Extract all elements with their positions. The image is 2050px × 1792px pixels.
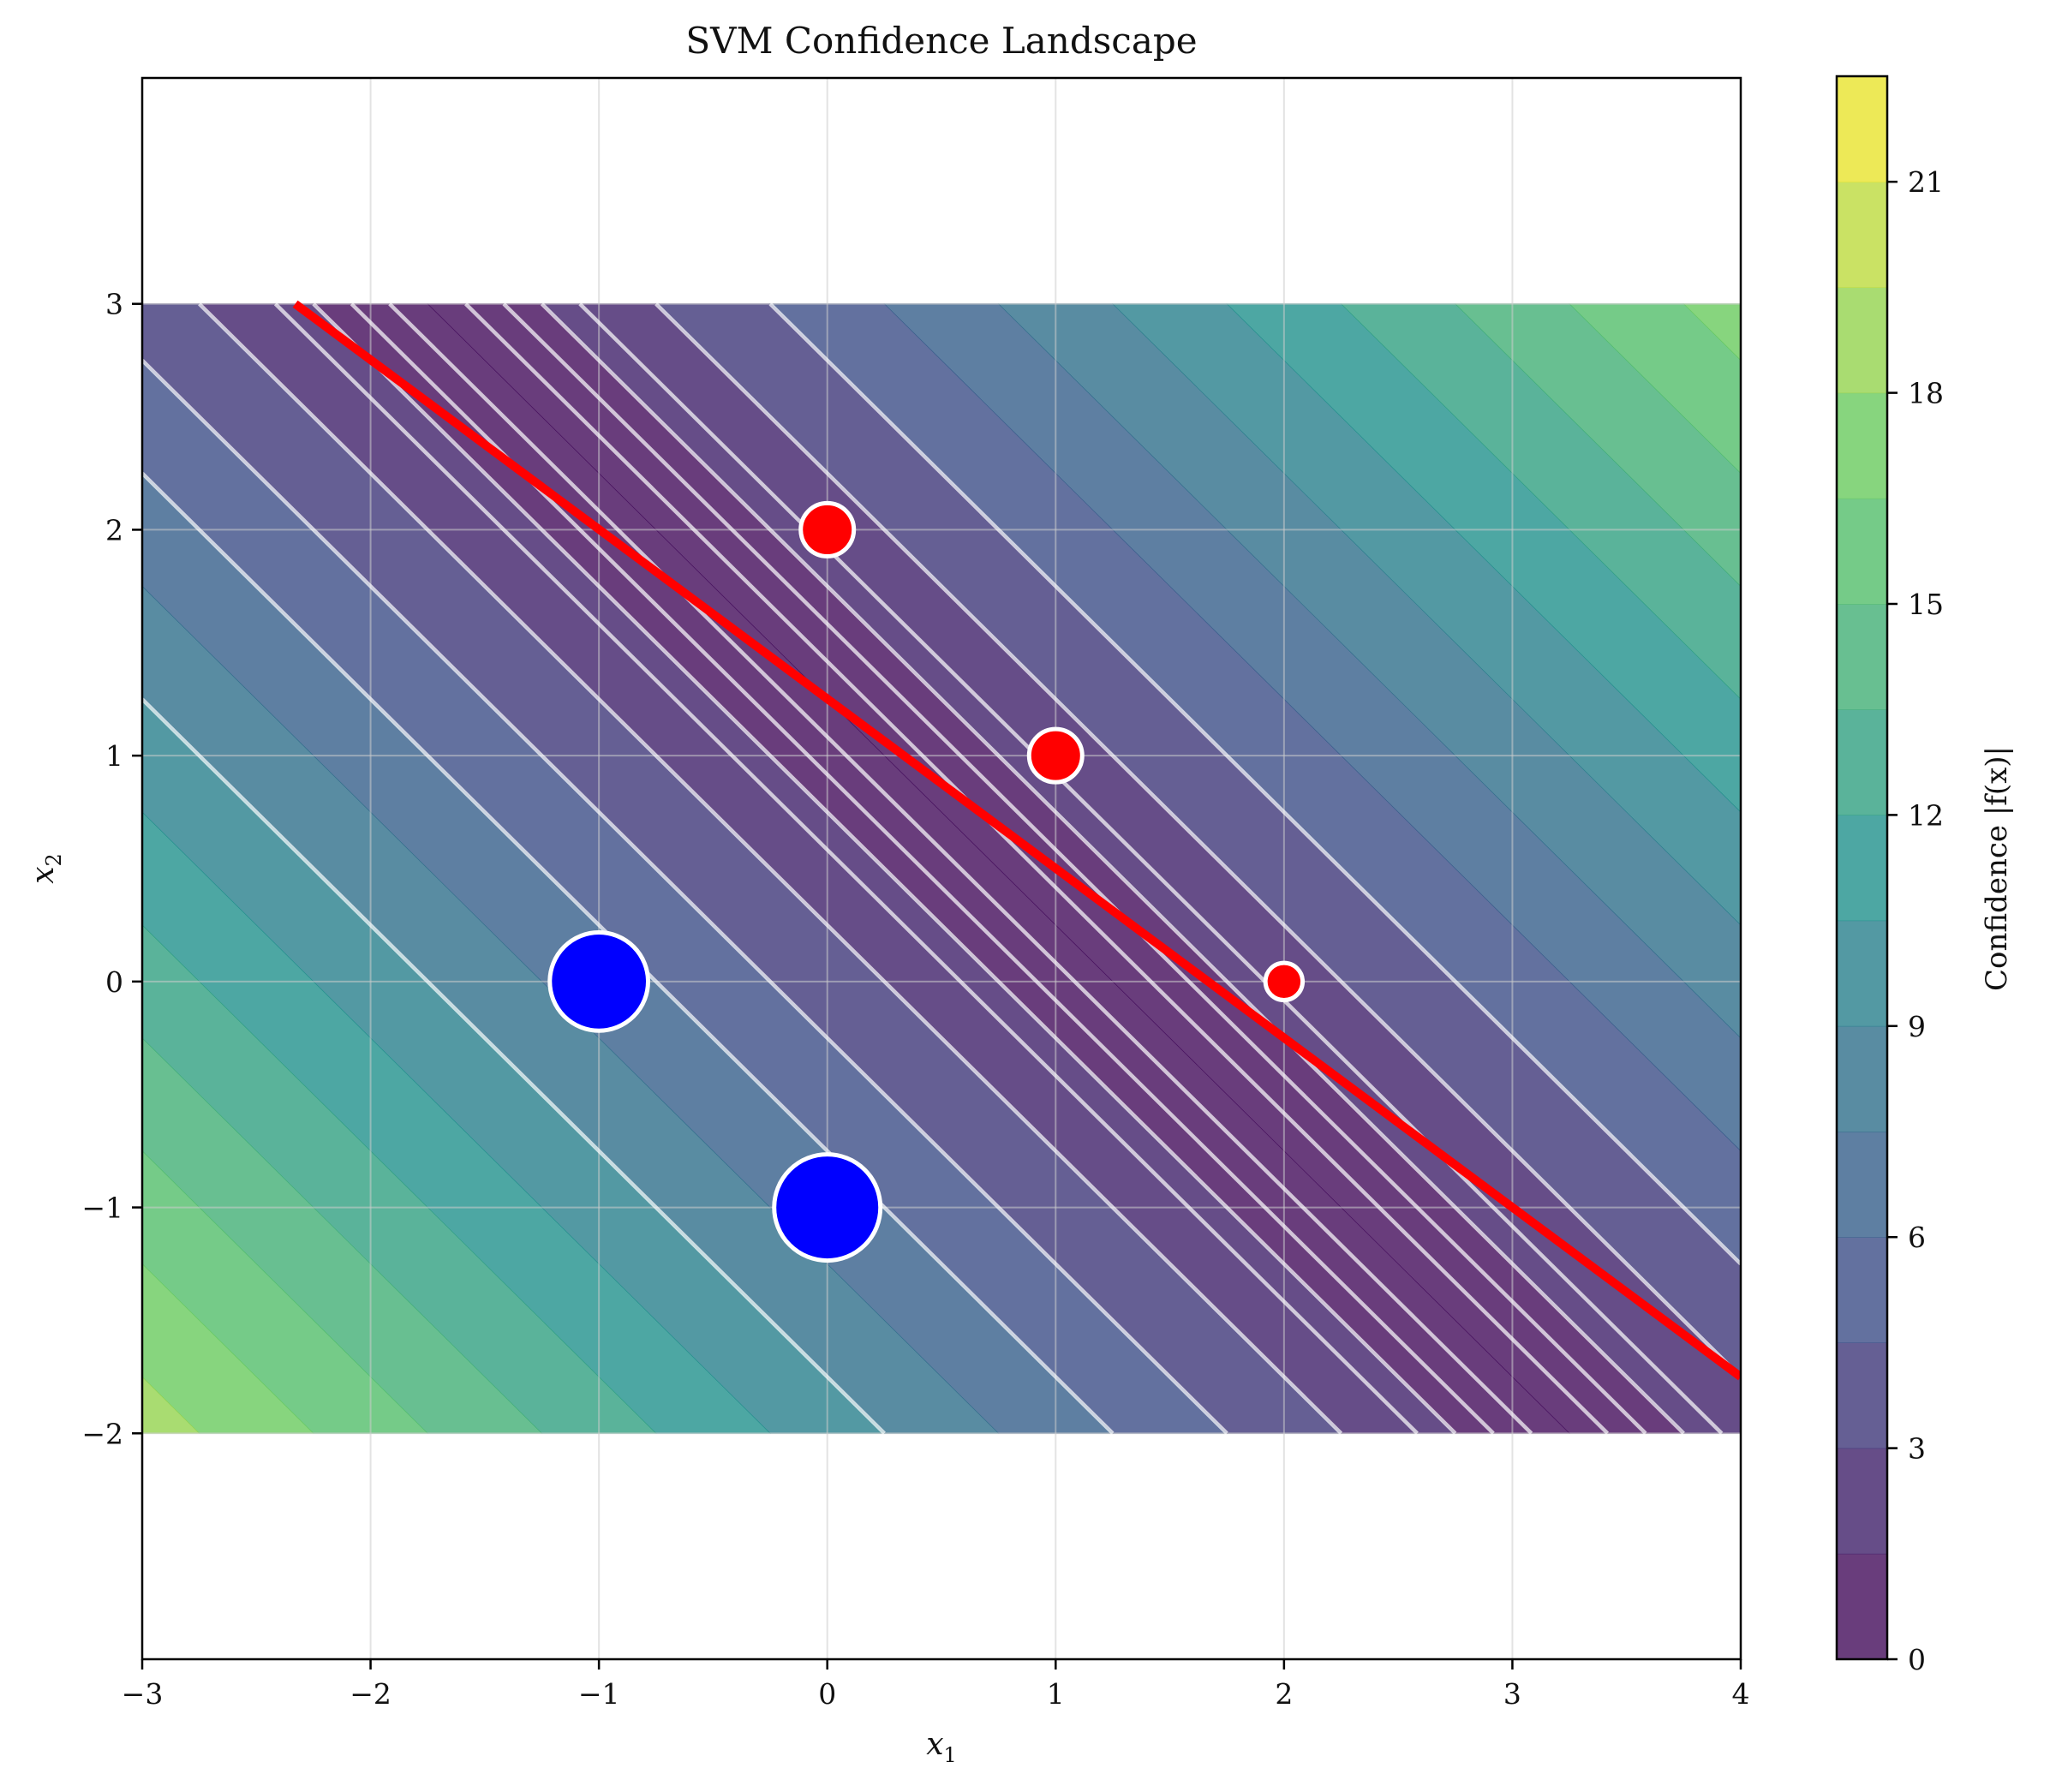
colorbar (1835, 75, 1889, 1661)
colorbar-tick-label: 3 (1908, 1432, 1926, 1466)
x-tick-label: 3 (1503, 1677, 1521, 1711)
colorbar-segment (1837, 1553, 1887, 1660)
white-contour-line (273, 302, 1419, 1435)
colorbar-label: Confidence |f(x)| (1980, 746, 2014, 991)
colorbar-segment (1837, 182, 1887, 288)
white-contour-line (502, 302, 1647, 1435)
x-tick-label: 2 (1275, 1677, 1293, 1711)
x-axis-ticks: −3 −2 −1 0 1 2 3 4 (122, 1659, 1750, 1711)
chart-title: SVM Confidence Landscape (685, 20, 1197, 62)
y-tick-label: 0 (105, 965, 123, 999)
white-contour-line (312, 302, 1457, 1435)
data-point-negative (547, 930, 650, 1033)
white-contour-line (578, 302, 1724, 1435)
colorbar-segment (1837, 709, 1887, 815)
colorbar-segment (1837, 1132, 1887, 1238)
x-tick-label: 1 (1047, 1677, 1065, 1711)
x-axis-label-main: x (926, 1727, 943, 1762)
x-axis-label-sub: 1 (944, 1743, 957, 1767)
data-point-positive (1026, 726, 1085, 785)
y-tick-label: −1 (81, 1192, 123, 1225)
y-axis-label-main: x (26, 866, 61, 883)
white-contour-lines (142, 302, 1741, 1435)
colorbar-tick-label: 6 (1908, 1221, 1926, 1254)
white-contour-line (142, 359, 1228, 1435)
y-tick-label: 1 (105, 739, 123, 773)
colorbar-tick-label: 9 (1908, 1010, 1926, 1043)
plot-frame (140, 76, 1742, 1661)
decision-boundary (292, 300, 1741, 1381)
colorbar-segment (1837, 604, 1887, 710)
x-tick-label: 4 (1732, 1677, 1750, 1711)
colorbar-tick-label: 12 (1908, 798, 1944, 832)
colorbar-segment (1837, 1237, 1887, 1343)
colorbar-segment (1837, 498, 1887, 605)
colorbar-tick-label: 15 (1908, 588, 1944, 621)
colorbar-frame (1835, 75, 1889, 1661)
y-tick-label: 2 (105, 513, 123, 547)
colorbar-segment (1837, 1025, 1887, 1132)
colorbar-segment (1837, 1342, 1887, 1449)
decision-boundary-line (292, 300, 1741, 1381)
colorbar-segment (1837, 920, 1887, 1027)
white-contour-line (768, 302, 1741, 1266)
white-contour-line (540, 302, 1685, 1435)
y-tick-label: 3 (105, 288, 123, 321)
colorbar-tick-label: 21 (1908, 165, 1944, 199)
x-tick-label: −3 (122, 1677, 164, 1711)
colorbar-tick-label: 0 (1908, 1643, 1926, 1676)
colorbar-segment (1837, 1448, 1887, 1555)
white-contour-line (388, 302, 1533, 1435)
data-point-positive (1263, 960, 1306, 1003)
y-tick-label: −2 (81, 1417, 123, 1450)
white-contour-line (654, 302, 1741, 1378)
white-contour-line (464, 302, 1610, 1435)
x-tick-label: 0 (818, 1677, 836, 1711)
y-axis-label-sub: 2 (42, 853, 66, 866)
colorbar-segment (1837, 287, 1887, 394)
y-axis-label: x2 (26, 853, 66, 884)
x-axis-label: x1 (926, 1727, 957, 1767)
x-tick-label: −1 (578, 1677, 620, 1711)
x-tick-label: −2 (350, 1677, 391, 1711)
colorbar-tick-label: 18 (1908, 377, 1944, 410)
data-point-positive (798, 500, 857, 559)
white-contour-line (198, 302, 1343, 1435)
colorbar-ticks: 0 3 6 9 12 15 18 21 (1887, 165, 1944, 1676)
white-contour-line (142, 697, 886, 1435)
colorbar-segment (1837, 392, 1887, 499)
data-point-negative (772, 1152, 883, 1263)
y-axis-ticks: −2 −1 0 1 2 3 (81, 288, 142, 1450)
data-points (547, 500, 1306, 1263)
colorbar-segment (1837, 815, 1887, 922)
colorbar-segment (1837, 76, 1887, 182)
